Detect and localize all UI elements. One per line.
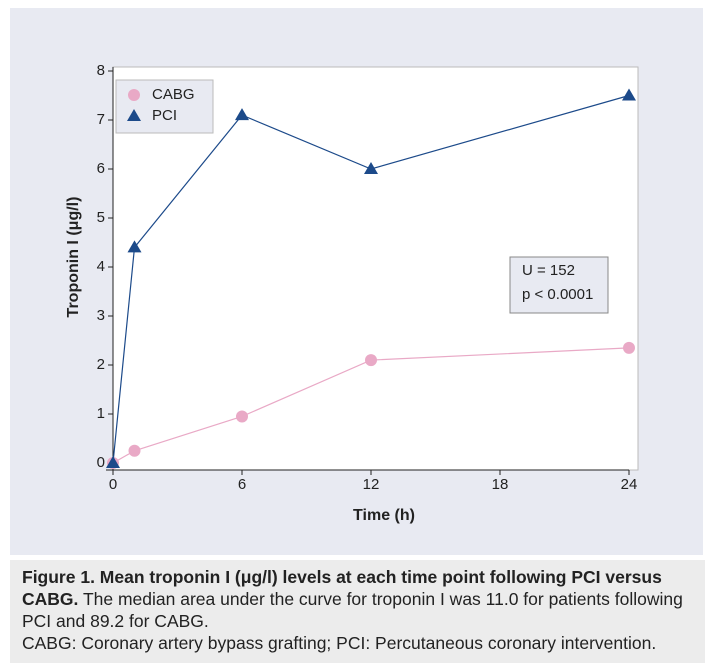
annotation-text: U = 152 [522,262,575,279]
data-point [235,108,249,121]
caption-abbreviations: CABG: Coronary artery bypass grafting; P… [22,633,657,653]
data-point [128,444,141,457]
legend-label: CABG [152,86,195,103]
x-tick-label: 24 [621,476,638,493]
legend-marker [128,89,140,101]
y-tick-label: 7 [97,111,105,128]
x-tick-label: 6 [238,476,246,493]
legend-label: PCI [152,107,177,124]
data-point [622,88,636,101]
data-point [365,354,377,367]
data-point [236,410,248,423]
y-tick-label: 5 [97,209,105,226]
y-tick-label: 6 [97,160,105,177]
y-tick-label: 8 [97,62,105,79]
data-point [364,162,378,174]
x-axis-label: Time (h) [353,507,415,524]
data-point [127,240,142,253]
y-tick-label: 0 [97,454,105,471]
x-tick-label: 0 [109,476,117,493]
x-tick-label: 12 [363,476,380,493]
caption-text: The median area under the curve for trop… [22,589,683,631]
data-point [106,456,120,468]
caption-title: Figure 1. Mean troponin I (μg/l) levels … [22,567,662,609]
y-tick-label: 2 [97,356,105,373]
annotation-text: p < 0.0001 [522,286,593,303]
y-tick-label: 1 [97,405,105,422]
caption: Figure 1. Mean troponin I (μg/l) levels … [10,560,705,663]
legend-box [115,79,214,134]
y-tick-label: 4 [97,258,105,275]
data-point [623,341,635,354]
legend-marker [127,109,141,121]
x-tick-label: 18 [492,476,509,493]
y-axis-label: Troponin I (μg/l) [65,197,82,318]
y-tick-label: 3 [97,307,105,324]
annotation-box [509,256,609,314]
